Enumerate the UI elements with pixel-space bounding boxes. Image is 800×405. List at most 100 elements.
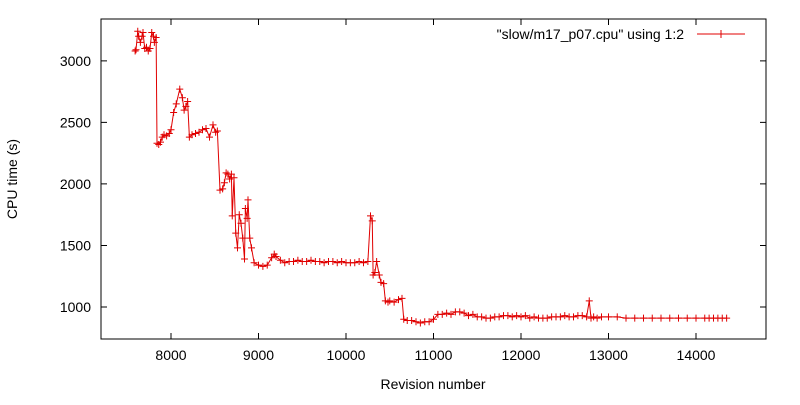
data-point-marker (272, 253, 280, 261)
data-point-marker (373, 257, 381, 265)
series-line (134, 30, 727, 324)
data-point-marker (508, 313, 516, 321)
data-point-marker (521, 312, 529, 320)
legend-marker (717, 30, 725, 38)
data-point-marker (430, 315, 437, 323)
data-point-marker (239, 234, 247, 242)
data-point-marker (248, 244, 255, 252)
data-point-marker (593, 314, 601, 322)
data-point-marker (526, 314, 534, 322)
data-point-marker (134, 27, 142, 35)
data-point-marker (235, 211, 243, 219)
data-point-marker (172, 100, 180, 108)
data-point-marker (143, 43, 150, 51)
data-point-marker (237, 219, 245, 227)
data-point-marker (241, 205, 249, 213)
x-tick-label: 10000 (327, 347, 366, 363)
data-point-marker (178, 94, 186, 102)
data-point-marker (150, 38, 158, 46)
data-point-marker (578, 312, 586, 320)
data-point-marker (380, 280, 388, 288)
y-tick-label: 1000 (60, 299, 91, 315)
data-point-marker (307, 256, 315, 264)
data-point-marker (234, 244, 241, 252)
y-tick-label: 2000 (60, 176, 91, 192)
data-point-marker (255, 261, 262, 269)
x-axis-label: Revision number (380, 376, 485, 392)
y-axis-label: CPU time (s) (4, 139, 20, 219)
data-point-marker (152, 33, 160, 41)
data-point-marker (692, 314, 700, 322)
data-point-marker (188, 131, 196, 139)
data-point-marker (329, 257, 337, 265)
data-point-marker (209, 121, 217, 129)
data-point-marker (338, 257, 346, 265)
data-point-marker (495, 313, 503, 321)
data-point-marker (316, 257, 324, 265)
data-point-marker (723, 314, 731, 322)
legend: "slow/m17_p07.cpu" using 1:2 (497, 26, 745, 42)
plot-frame (100, 18, 767, 340)
data-point-marker (613, 313, 621, 321)
data-point-marker (139, 29, 147, 37)
y-tick-label: 1500 (60, 237, 91, 253)
x-tick-label: 8000 (155, 347, 186, 363)
data-point-marker (202, 125, 210, 133)
data-point-marker (148, 29, 156, 37)
data-point-marker (170, 109, 178, 117)
data-point-marker (631, 314, 639, 322)
data-point-marker (416, 319, 424, 327)
data-point-marker (176, 85, 184, 93)
data-point-marker (384, 298, 392, 306)
data-point-marker (456, 308, 464, 316)
data-point-marker (165, 129, 173, 137)
data-point-marker (605, 313, 612, 321)
data-point-marker (683, 314, 691, 322)
data-point-marker (517, 313, 525, 321)
data-point-marker (222, 169, 230, 177)
y-tick-label: 2500 (60, 114, 91, 130)
series-layer (131, 27, 731, 327)
data-point-marker (367, 212, 374, 220)
data-point-marker (561, 312, 569, 320)
data-point-marker (438, 310, 446, 318)
data-point-marker (268, 254, 276, 262)
data-point-marker (513, 312, 521, 320)
data-point-marker (180, 106, 188, 114)
data-point-marker (390, 298, 398, 306)
data-point-marker (371, 269, 379, 277)
data-point-marker (294, 256, 302, 264)
x-tick-label: 14000 (677, 347, 716, 363)
data-point-marker (281, 259, 289, 267)
data-point-marker (504, 312, 512, 320)
data-point-marker (412, 318, 420, 326)
data-point-marker (447, 310, 455, 318)
data-point-marker (398, 294, 406, 302)
data-point-marker (131, 47, 139, 55)
data-point-marker (425, 318, 433, 326)
data-point-marker (368, 217, 376, 225)
data-point-marker (220, 179, 228, 187)
data-point-marker (132, 46, 140, 54)
data-point-marker (590, 313, 598, 321)
data-point-marker (199, 126, 206, 134)
data-point-marker (570, 313, 577, 321)
data-point-marker (585, 297, 593, 305)
data-point-marker (184, 97, 192, 105)
data-point-marker (364, 257, 372, 265)
data-point-marker (244, 196, 252, 204)
data-point-marker (303, 257, 311, 265)
data-point-marker (598, 313, 605, 321)
data-point-marker (243, 214, 251, 222)
data-point-marker (443, 309, 451, 317)
data-point-marker (375, 271, 383, 279)
data-point-marker (320, 259, 328, 267)
data-point-marker (469, 310, 477, 318)
data-point-marker (227, 170, 235, 178)
x-tick-label: 12000 (502, 347, 541, 363)
data-point-marker (157, 138, 164, 146)
data-point-marker (583, 313, 591, 321)
data-point-marker (543, 314, 551, 322)
